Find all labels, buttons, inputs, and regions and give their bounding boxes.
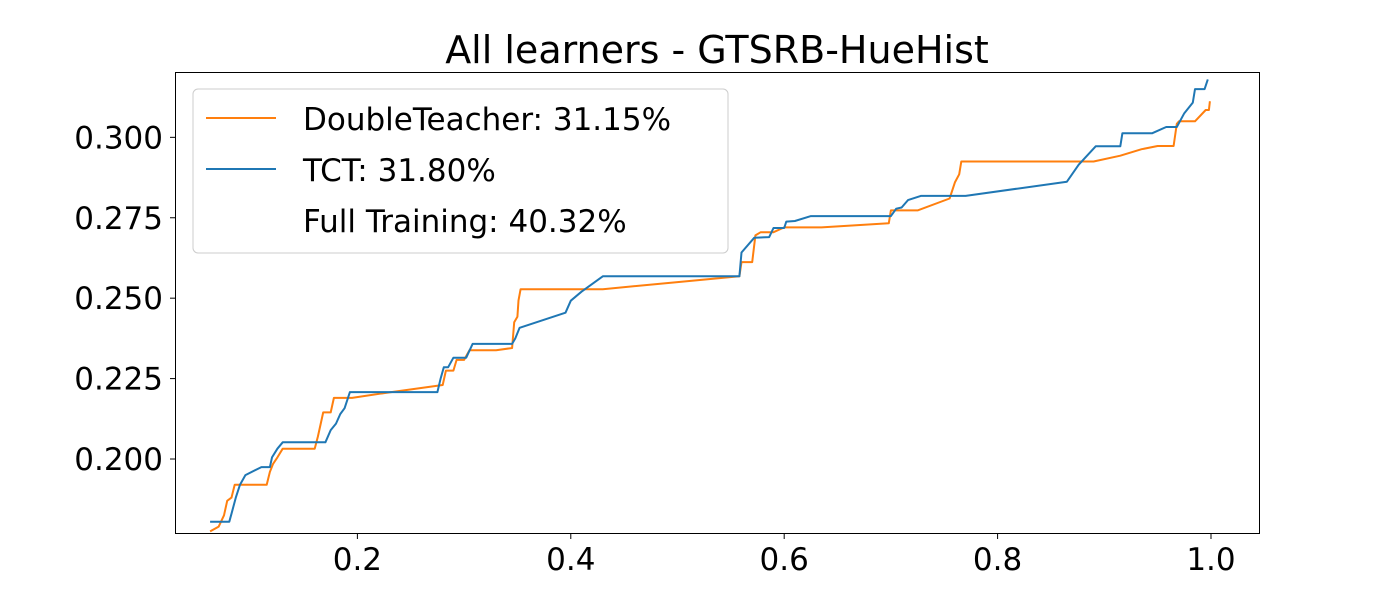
chart-title: All learners - GTSRB-HueHist	[445, 28, 989, 72]
y-tick-label-0: 0.200	[74, 442, 163, 478]
x-tick-label-2: 0.6	[760, 542, 809, 578]
y-tick-label-4: 0.300	[74, 120, 163, 156]
legend-box	[192, 88, 729, 254]
x-tick-label-4: 1.0	[1186, 542, 1235, 578]
series-line-1	[210, 79, 1209, 523]
x-axis: 0.2 0.4 0.6 0.8 1.0	[333, 533, 1236, 578]
y-tick-label-3: 0.275	[74, 201, 163, 237]
y-tick-label-1: 0.225	[74, 362, 163, 398]
legend-label-1: TCT: 31.80%	[302, 153, 496, 189]
y-tick-label-2: 0.250	[74, 281, 163, 317]
legend: DoubleTeacher: 31.15% TCT: 31.80% Full Tra…	[192, 88, 729, 254]
x-tick-label-0: 0.2	[333, 542, 382, 578]
legend-label-2: Full Training: 40.32%	[303, 204, 627, 240]
series-line-0	[209, 101, 1211, 533]
x-tick-label-3: 0.8	[973, 542, 1022, 578]
plot-frame	[175, 72, 1260, 534]
x-tick-label-1: 0.4	[546, 542, 595, 578]
plot-area	[209, 79, 1211, 533]
legend-label-0: DoubleTeacher: 31.15%	[303, 102, 671, 138]
y-axis: 0.200 0.225 0.250 0.275 0.300	[74, 120, 176, 478]
